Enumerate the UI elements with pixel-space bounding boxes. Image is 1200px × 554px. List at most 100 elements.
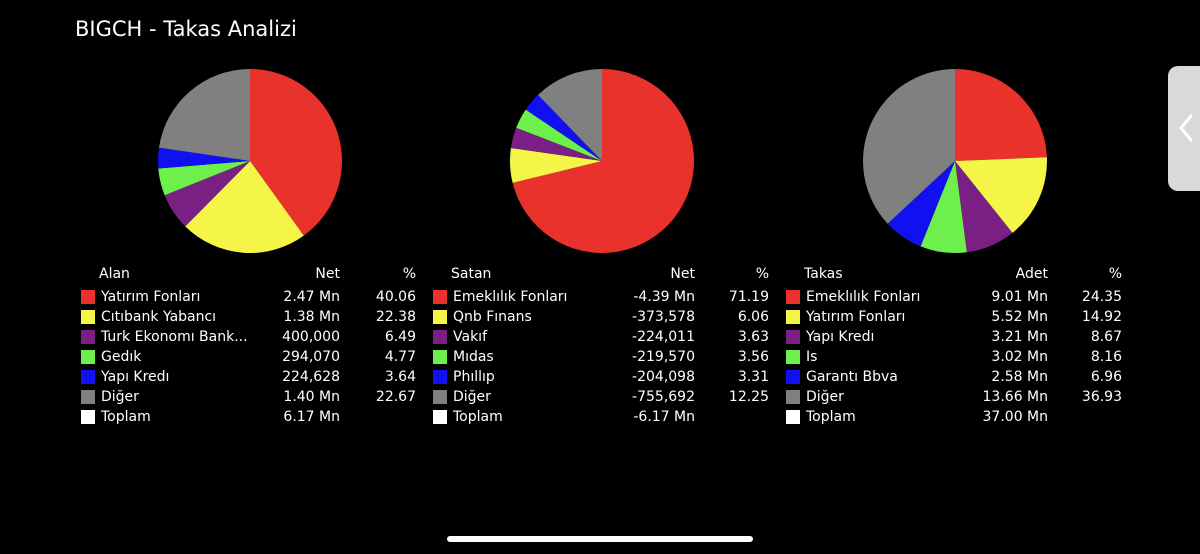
alan-header-name: Alan: [99, 266, 130, 282]
row-name: Cıtıbank Yabancı: [101, 309, 217, 325]
row-percent: 3.31: [737, 369, 769, 385]
row-value: 400,000: [282, 329, 340, 345]
takas-table-row[interactable]: Diğer 13.66 Mn 36.93: [786, 387, 1126, 407]
alan-table-row[interactable]: Yatırım Fonları 2.47 Mn 40.06: [81, 287, 421, 307]
takas-table-row[interactable]: Emeklılık Fonları 9.01 Mn 24.35: [786, 287, 1126, 307]
legend-swatch: [433, 330, 447, 344]
takas-pie-slice: [955, 157, 1047, 233]
row-percent: 22.38: [375, 309, 416, 325]
alan-pie-slice: [164, 161, 250, 227]
alan-table-row[interactable]: Yapı Kredı 224,628 3.64: [81, 367, 421, 387]
legend-swatch: [786, 390, 800, 404]
satan-table-row[interactable]: Emeklılık Fonları -4.39 Mn 71.19: [433, 287, 773, 307]
row-name: Diğer: [806, 389, 844, 405]
row-name: Diğer: [453, 389, 491, 405]
satan-table-row[interactable]: Phıllıp -204,098 3.31: [433, 367, 773, 387]
row-percent: 6.96: [1090, 369, 1122, 385]
row-value: 9.01 Mn: [991, 289, 1048, 305]
row-name: Yatırım Fonları: [101, 289, 201, 305]
row-value: 3.21 Mn: [991, 329, 1048, 345]
alan-table-row[interactable]: Toplam 6.17 Mn: [81, 407, 421, 427]
legend-swatch: [786, 350, 800, 364]
takas-table-row[interactable]: Yapı Kredı 3.21 Mn 8.67: [786, 327, 1126, 347]
row-value: 3.02 Mn: [991, 349, 1048, 365]
legend-swatch: [433, 410, 447, 424]
legend-swatch: [786, 370, 800, 384]
satan-header-col1: Net: [670, 266, 695, 282]
legend-swatch: [433, 310, 447, 324]
alan-pie-slice: [185, 161, 304, 253]
satan-pie-slice: [525, 94, 602, 161]
alan-table-row[interactable]: Turk Ekonomı Bank... 400,000 6.49: [81, 327, 421, 347]
legend-swatch: [786, 310, 800, 324]
takas-table-row[interactable]: Toplam 37.00 Mn: [786, 407, 1126, 427]
row-percent: 3.64: [384, 369, 416, 385]
collapse-panel-tab[interactable]: [1168, 66, 1200, 191]
row-name: Yapı Kredı: [101, 369, 170, 385]
takas-pie-slice: [955, 69, 1047, 161]
legend-swatch: [81, 410, 95, 424]
alan-table-row[interactable]: Diğer 1.40 Mn 22.67: [81, 387, 421, 407]
row-percent: 22.67: [375, 389, 416, 405]
satan-pie-chart: [510, 69, 694, 254]
row-value: 294,070: [282, 349, 340, 365]
row-value: -373,578: [632, 309, 695, 325]
satan-table-row[interactable]: Qnb Fınans -373,578 6.06: [433, 307, 773, 327]
row-value: 37.00 Mn: [982, 409, 1048, 425]
takas-pie-chart: [863, 69, 1047, 254]
row-name: Turk Ekonomı Bank...: [101, 329, 248, 345]
row-name: Yapı Kredı: [806, 329, 875, 345]
chevron-left-icon: [1179, 114, 1193, 142]
satan-header-name: Satan: [451, 266, 492, 282]
row-value: 5.52 Mn: [991, 309, 1048, 325]
row-value: -219,570: [632, 349, 695, 365]
row-value: -4.39 Mn: [633, 289, 695, 305]
alan-table-row[interactable]: Gedık 294,070 4.77: [81, 347, 421, 367]
legend-swatch: [433, 390, 447, 404]
row-name: Toplam: [806, 409, 856, 425]
satan-table-row[interactable]: Toplam -6.17 Mn: [433, 407, 773, 427]
takas-pie-slice: [920, 161, 967, 254]
satan-table-row[interactable]: Vakıf -224,011 3.63: [433, 327, 773, 347]
alan-pie-slice: [158, 161, 250, 196]
row-value: 2.47 Mn: [283, 289, 340, 305]
legend-swatch: [81, 290, 95, 304]
row-percent: 6.49: [384, 329, 416, 345]
takas-header-col2: %: [1108, 266, 1122, 282]
satan-header-col2: %: [755, 266, 769, 282]
row-percent: 8.67: [1090, 329, 1122, 345]
row-percent: 8.16: [1090, 349, 1122, 365]
row-percent: 36.93: [1081, 389, 1122, 405]
row-percent: 3.63: [737, 329, 769, 345]
takas-pie-slice: [955, 161, 1013, 253]
row-percent: 71.19: [728, 289, 769, 305]
legend-swatch: [786, 410, 800, 424]
row-percent: 3.56: [737, 349, 769, 365]
alan-table-row[interactable]: Cıtıbank Yabancı 1.38 Mn 22.38: [81, 307, 421, 327]
row-value: -224,011: [632, 329, 695, 345]
takas-table-row[interactable]: Is 3.02 Mn 8.16: [786, 347, 1126, 367]
row-value: 224,628: [282, 369, 340, 385]
takas-pie-slice: [863, 69, 955, 224]
alan-pie-slice: [250, 69, 342, 236]
row-value: 1.38 Mn: [283, 309, 340, 325]
legend-swatch: [81, 370, 95, 384]
row-name: Gedık: [101, 349, 142, 365]
alan-pie-chart: [158, 68, 342, 253]
takas-table-row[interactable]: Yatırım Fonları 5.52 Mn 14.92: [786, 307, 1126, 327]
page-title: BIGCH - Takas Analizi: [75, 17, 297, 41]
satan-pie-slice: [516, 109, 602, 161]
row-name: Diğer: [101, 389, 139, 405]
row-name: Phıllıp: [453, 369, 495, 385]
satan-table-row[interactable]: Mıdas -219,570 3.56: [433, 347, 773, 367]
takas-table-row[interactable]: Garantı Bbva 2.58 Mn 6.96: [786, 367, 1126, 387]
row-value: 2.58 Mn: [991, 369, 1048, 385]
row-name: Toplam: [101, 409, 151, 425]
alan-pie-slice: [158, 147, 250, 169]
satan-table-row[interactable]: Diğer -755,692 12.25: [433, 387, 773, 407]
row-value: 1.40 Mn: [283, 389, 340, 405]
takas-header-row: Takas Adet%: [786, 264, 1126, 284]
row-value: 6.17 Mn: [283, 409, 340, 425]
home-indicator[interactable]: [447, 536, 753, 542]
alan-pie-slice: [158, 68, 250, 161]
